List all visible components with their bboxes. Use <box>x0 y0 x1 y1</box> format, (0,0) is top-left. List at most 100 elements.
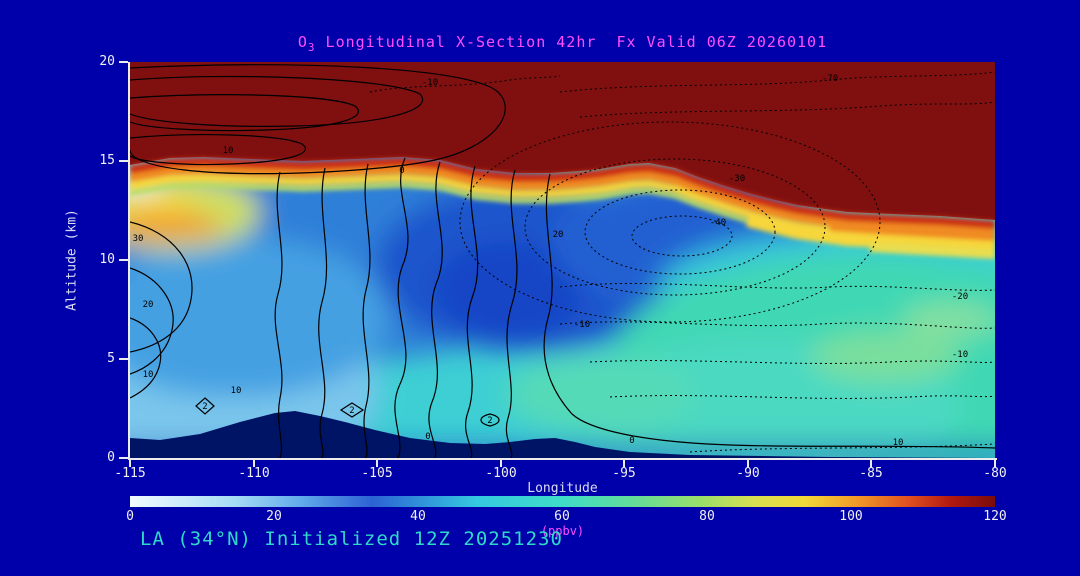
contour-line-dotted <box>369 75 561 93</box>
contour-label: 20 <box>143 300 154 310</box>
title-species-sub: 3 <box>307 41 316 54</box>
contour-line-dotted <box>459 121 881 323</box>
contour-line-dotted <box>559 71 995 93</box>
contour-line-dotted <box>689 443 995 453</box>
y-tick-label: 15 <box>99 153 115 168</box>
contour-line <box>130 64 506 175</box>
page-title: O3 Longitudinal X-Section 42hr Fx Valid … <box>130 33 995 54</box>
x-axis-line <box>128 458 997 460</box>
title-species: O <box>297 33 308 51</box>
contour-line <box>130 267 174 375</box>
contour-label: 0 <box>425 432 430 442</box>
y-tick-label: 0 <box>107 450 115 465</box>
contour-line <box>130 317 162 399</box>
x-tick <box>623 460 625 467</box>
contour-label: 10 <box>143 370 154 380</box>
plot-area: -10 -70 10 0 -30 -40 20 30 -20 20 -10 -1… <box>130 62 995 458</box>
contour-loop <box>195 397 215 415</box>
solid-contours <box>130 64 995 458</box>
contour-label: -10 <box>574 320 590 330</box>
color-blob-ozone-min-core <box>435 242 585 338</box>
band-yellow-east2 <box>869 242 995 259</box>
terrain-silhouette <box>130 411 995 458</box>
dotted-contours <box>369 71 995 453</box>
color-blob <box>130 194 200 214</box>
contour-line <box>318 167 328 458</box>
tropopause-bands <box>130 162 995 259</box>
y-tick <box>119 457 128 459</box>
color-blob <box>505 354 695 434</box>
color-blob <box>560 452 995 458</box>
contour-line <box>130 134 306 166</box>
contour-label: 2 <box>487 416 492 426</box>
contour-label: 10 <box>231 386 242 396</box>
contour-line-dotted <box>609 395 995 399</box>
x-tick-label: -80 <box>983 466 1007 481</box>
contour-line <box>130 94 360 132</box>
contour-line-dotted <box>524 158 826 296</box>
colorbar-tick-label: 80 <box>699 509 715 524</box>
colorbar-units-label: (ppbv) <box>540 524 585 538</box>
x-tick <box>129 460 131 467</box>
contour-loop <box>339 402 365 418</box>
band-yellow-east <box>746 211 995 254</box>
y-tick <box>119 358 128 360</box>
contour-label: -10 <box>952 350 968 360</box>
contour-line-dotted <box>559 321 995 329</box>
colorbar-tick-label: 60 <box>554 509 570 524</box>
contour-line <box>130 75 423 127</box>
contour-line <box>394 157 409 458</box>
contour-line <box>362 163 371 458</box>
contour-label: -30 <box>729 174 745 184</box>
x-tick <box>500 460 502 467</box>
y-axis-line <box>128 62 130 459</box>
y-tick-label: 5 <box>107 351 115 366</box>
x-tick <box>870 460 872 467</box>
y-tick <box>119 61 128 63</box>
contour-line-dotted <box>579 101 995 118</box>
contour-line-dotted <box>631 215 733 257</box>
contour-label: 10 <box>223 146 234 156</box>
filled-contour-plot: -10 -70 10 0 -30 -40 20 30 -20 20 -10 -1… <box>130 62 995 458</box>
color-blob <box>810 331 960 383</box>
contour-line <box>465 165 479 458</box>
contour-label: 0 <box>399 166 404 176</box>
y-tick <box>119 160 128 162</box>
x-axis-title: Longitude <box>527 481 598 496</box>
contour-line <box>505 169 518 458</box>
contour-label: 2 <box>349 406 354 416</box>
color-blob <box>130 237 390 397</box>
contour-line <box>130 221 193 353</box>
colorbar-tick-label: 20 <box>266 509 282 524</box>
x-tick-label: -105 <box>361 466 393 481</box>
contour-loop <box>480 413 500 427</box>
init-info-text: LA (34°N) Initialized 12Z 20251230 <box>140 528 563 550</box>
contour-label: 30 <box>133 234 144 244</box>
x-tick <box>747 460 749 467</box>
contour-label: 0 <box>629 436 634 446</box>
y-axis-title: Altitude (km) <box>64 209 80 311</box>
colorbar-tick-label: 40 <box>410 509 426 524</box>
x-tick <box>253 460 255 467</box>
colorbar-tick-label: 120 <box>983 509 1007 524</box>
stratosphere-region <box>130 62 995 220</box>
contour-line <box>274 171 283 458</box>
colorbar-tick-label: 0 <box>126 509 134 524</box>
x-tick-label: -90 <box>736 466 760 481</box>
title-text: Longitudinal X-Section 42hr Fx Valid 06Z… <box>315 33 828 51</box>
contour-label: -20 <box>952 292 968 302</box>
contour-line <box>543 173 995 449</box>
contour-label: -70 <box>822 74 838 84</box>
y-tick <box>119 259 128 261</box>
contour-label: -40 <box>710 218 726 228</box>
color-blob-west-orange <box>130 213 224 239</box>
contour-labels: -10 -70 10 0 -30 -40 20 30 -20 20 -10 -1… <box>133 74 969 448</box>
contour-line-dotted <box>589 360 995 364</box>
x-tick <box>994 460 996 467</box>
colorbar <box>130 496 995 507</box>
contour-label: 2 <box>202 402 207 412</box>
contour-label: 10 <box>893 438 904 448</box>
x-tick-label: -115 <box>114 466 146 481</box>
contour-line-dotted <box>559 283 995 291</box>
